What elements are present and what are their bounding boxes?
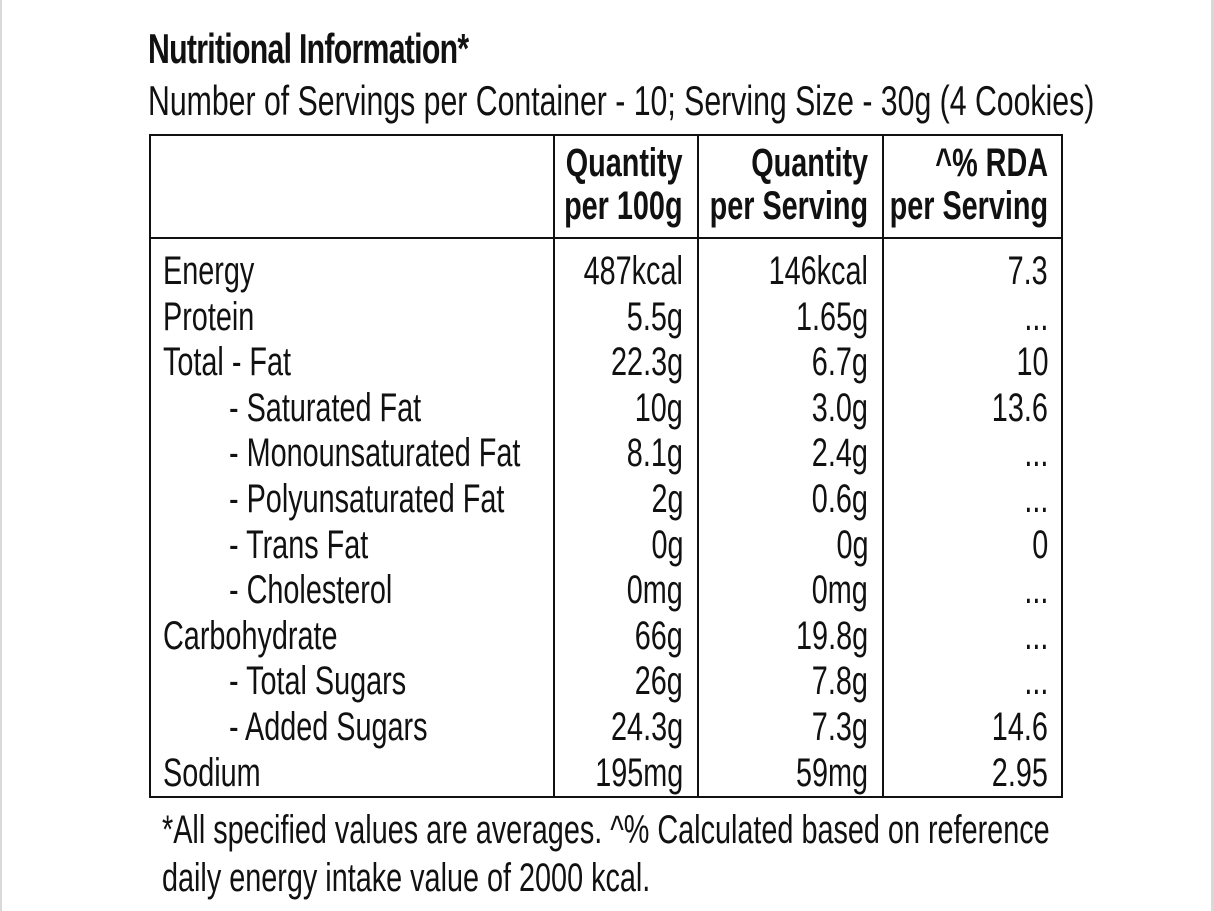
column-header-rda: ^% RDA per Serving (890, 142, 1048, 228)
nutrient-label: - Cholesterol (229, 568, 393, 613)
table-row: Sodium 195mg 59mg 2.95 (151, 751, 1061, 797)
column-divider (697, 136, 699, 796)
table-row: - Cholesterol 0mg 0mg ... (151, 568, 1061, 614)
table-row: - Added Sugars 24.3g 7.3g 14.6 (151, 705, 1061, 751)
left-border (0, 0, 2, 911)
nutrient-label: - Monounsaturated Fat (229, 431, 521, 476)
table-body: Energy 487kcal 146kcal 7.3 Protein 5.5g … (151, 249, 1061, 796)
column-header-line: Quantity (566, 141, 683, 185)
nutrient-label: - Saturated Fat (229, 385, 422, 430)
table-row: - Monounsaturated Fat 8.1g 2.4g ... (151, 431, 1061, 477)
value-per-100g: 26g (634, 659, 683, 704)
table-row: - Total Sugars 26g 7.8g ... (151, 659, 1061, 705)
table-row: Protein 5.5g 1.65g ... (151, 295, 1061, 341)
value-rda: 7.3 (1007, 249, 1048, 293)
page-title: Nutritional Information* (148, 25, 469, 72)
serving-info: Number of Servings per Container - 10; S… (148, 77, 1095, 124)
column-header-line: per Serving (889, 184, 1048, 228)
nutrient-label: Total - Fat (163, 340, 292, 385)
footnote: *All specified values are averages. ^% C… (162, 806, 1050, 902)
value-rda: ... (1023, 294, 1048, 339)
column-header-per-100g: Quantity per 100g (565, 142, 683, 228)
value-per-100g: 0g (650, 522, 683, 567)
column-divider (882, 136, 884, 796)
table-row: Total - Fat 22.3g 6.7g 10 (151, 340, 1061, 386)
value-rda: ... (1023, 613, 1048, 658)
nutrient-label: - Added Sugars (229, 704, 428, 749)
nutrient-label: - Trans Fat (229, 522, 369, 567)
column-header-line: per 100g (564, 184, 683, 228)
footnote-line: *All specified values are averages. ^% C… (162, 808, 1050, 852)
value-per-serving: 7.3g (811, 704, 868, 749)
footnote-line: daily energy intake value of 2000 kcal. (162, 856, 651, 900)
nutrient-label: Carbohydrate (163, 613, 338, 658)
header-divider (151, 237, 1061, 239)
nutrient-label: Protein (163, 294, 255, 339)
value-per-serving: 146kcal (768, 249, 868, 293)
value-per-100g: 66g (634, 613, 683, 658)
value-per-100g: 24.3g (610, 704, 683, 749)
value-rda: ... (1023, 476, 1048, 521)
value-rda: 13.6 (991, 385, 1048, 430)
table-row: - Trans Fat 0g 0g 0 (151, 523, 1061, 569)
table-row: - Polyunsaturated Fat 2g 0.6g ... (151, 477, 1061, 523)
value-rda: 0 (1031, 522, 1048, 567)
column-divider (553, 136, 555, 796)
value-per-100g: 5.5g (626, 294, 683, 339)
value-per-100g: 22.3g (610, 340, 683, 385)
value-per-100g: 0mg (626, 568, 683, 613)
column-header-line: Quantity (751, 141, 868, 185)
value-per-serving: 0mg (811, 568, 868, 613)
value-rda: 14.6 (991, 704, 1048, 749)
column-header-line: ^% RDA (935, 141, 1048, 185)
value-rda: ... (1023, 431, 1048, 476)
value-per-100g: 8.1g (626, 431, 683, 476)
value-rda: ... (1023, 568, 1048, 613)
value-rda: 10 (1015, 340, 1048, 385)
value-per-serving: 6.7g (811, 340, 868, 385)
value-rda: 2.95 (991, 750, 1048, 795)
right-border (1211, 0, 1214, 911)
table-row: Energy 487kcal 146kcal 7.3 (151, 249, 1061, 295)
table-row: - Saturated Fat 10g 3.0g 13.6 (151, 386, 1061, 432)
table-row: Carbohydrate 66g 19.8g ... (151, 614, 1061, 660)
nutrient-label: Sodium (163, 750, 261, 795)
value-per-serving: 0.6g (811, 476, 868, 521)
value-per-serving: 3.0g (811, 385, 868, 430)
value-per-serving: 1.65g (795, 294, 868, 339)
column-header-per-serving: Quantity per Serving (710, 142, 868, 228)
nutrient-label: Energy (163, 249, 255, 293)
nutrient-label: - Total Sugars (229, 659, 407, 704)
nutrient-label: - Polyunsaturated Fat (229, 476, 505, 521)
value-per-100g: 10g (634, 385, 683, 430)
value-per-100g: 2g (650, 476, 683, 521)
value-per-100g: 487kcal (583, 249, 683, 293)
value-per-serving: 59mg (795, 750, 868, 795)
value-per-serving: 7.8g (811, 659, 868, 704)
nutrition-table: Quantity per 100g Quantity per Serving ^… (149, 134, 1063, 798)
value-per-serving: 2.4g (811, 431, 868, 476)
value-per-serving: 0g (835, 522, 868, 567)
column-header-line: per Serving (709, 184, 868, 228)
value-per-serving: 19.8g (795, 613, 868, 658)
value-per-100g: 195mg (594, 750, 683, 795)
value-rda: ... (1023, 659, 1048, 704)
